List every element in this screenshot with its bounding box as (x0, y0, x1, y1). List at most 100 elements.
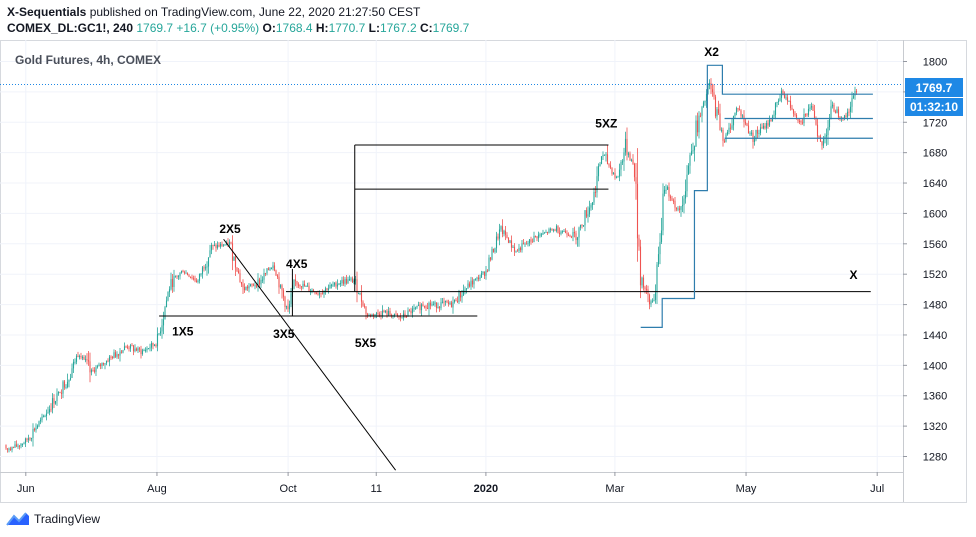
candle-body (240, 282, 243, 285)
candle-body (120, 351, 123, 353)
candle-body (339, 283, 342, 285)
candle-body (566, 232, 568, 235)
price-axis[interactable]: 1280 1320 1360 1400 1440 1480 1520 1560 1600 1640… (903, 57, 947, 464)
candle-body (608, 164, 610, 166)
candle-body (789, 100, 792, 108)
candle-body (482, 271, 484, 274)
candle-body (452, 302, 454, 308)
candle-body (758, 133, 760, 135)
candle-body (107, 360, 109, 362)
author-name[interactable]: X-Sequentials (7, 5, 87, 19)
candle-body (777, 100, 780, 102)
time-axis[interactable]: Jun Aug Oct 11 2020 Mar May Jul (17, 472, 884, 495)
candle-body (345, 278, 348, 284)
candle-body (642, 277, 645, 288)
candle-body (411, 308, 414, 314)
candle-body (555, 226, 558, 231)
candle-body (500, 226, 502, 230)
candle-body (456, 301, 459, 303)
candle-body (231, 243, 234, 261)
tradingview-brand[interactable]: TradingView (34, 512, 101, 526)
candle-body (512, 246, 514, 248)
candle-body (27, 438, 30, 440)
candle-body (614, 172, 616, 178)
candle-body (308, 285, 310, 292)
candle-body (210, 245, 213, 251)
candle-body (161, 325, 163, 332)
candle-body (147, 348, 150, 350)
candle-body (626, 138, 628, 155)
candle-body (848, 111, 850, 113)
candle-body (116, 354, 118, 357)
candle-body (276, 275, 279, 277)
candle-body (467, 283, 469, 289)
candle-body (330, 284, 333, 286)
candle-body (602, 154, 604, 157)
annotation-label: 2X5 (219, 222, 241, 236)
candle-body (821, 141, 823, 146)
candle-body (464, 289, 466, 291)
candle-body (150, 343, 153, 348)
candle-body (579, 224, 582, 228)
candle-body (176, 275, 178, 277)
candle-body (603, 154, 606, 156)
candle-body (84, 359, 87, 361)
candle-body (528, 239, 531, 244)
candle-body (542, 232, 544, 235)
candle-body (681, 205, 684, 207)
candle-body (675, 207, 678, 210)
tradingview-logo-icon[interactable] (6, 511, 30, 527)
candle-body (245, 286, 247, 290)
candle-body (282, 290, 285, 297)
candle-body (785, 97, 787, 99)
candle-body (270, 268, 273, 270)
candle-body (57, 391, 60, 394)
candle-body (492, 248, 495, 253)
candle-body (44, 416, 46, 418)
candle-body (458, 291, 460, 302)
candle-body (422, 304, 424, 307)
candle-body (395, 313, 397, 315)
candle-body (414, 307, 417, 309)
candle-body (798, 120, 801, 122)
candle-body (716, 109, 718, 117)
candle-body (123, 346, 126, 351)
annotation-label: 3X5 (273, 327, 295, 341)
candle-body (435, 302, 438, 309)
price-tick-label: 1520 (923, 269, 947, 281)
candle-body (851, 97, 853, 107)
candle-body (317, 293, 319, 295)
candle-body (393, 313, 396, 316)
candle-body (372, 314, 375, 317)
candle-body (341, 279, 343, 284)
candle-body (279, 285, 282, 288)
time-tick-label: 2020 (474, 483, 498, 495)
candle-body (405, 316, 408, 318)
candle-body (432, 304, 435, 306)
price-tick-label: 1480 (923, 300, 947, 312)
candle-body (401, 317, 403, 319)
candle-body (668, 187, 670, 197)
candle-body (639, 246, 642, 286)
candle-body (321, 293, 324, 295)
candle-body (587, 214, 589, 217)
candle-body (462, 290, 465, 296)
candle-body (173, 276, 175, 287)
candle-body (377, 312, 379, 314)
candle-body (144, 350, 147, 352)
candle-body (192, 278, 195, 280)
candle-body (632, 159, 634, 164)
price-tick-label: 1320 (923, 421, 947, 433)
candle-body (762, 125, 765, 129)
candle-body (503, 230, 505, 234)
candle-body (11, 447, 13, 450)
candle-body (21, 443, 24, 445)
candle-body (474, 278, 477, 280)
open-value: 1768.4 (275, 21, 313, 35)
candle-body (306, 285, 309, 287)
candle-body (744, 121, 747, 124)
candle-body (5, 445, 7, 449)
candle-body (287, 306, 289, 310)
candle-body (480, 273, 483, 278)
